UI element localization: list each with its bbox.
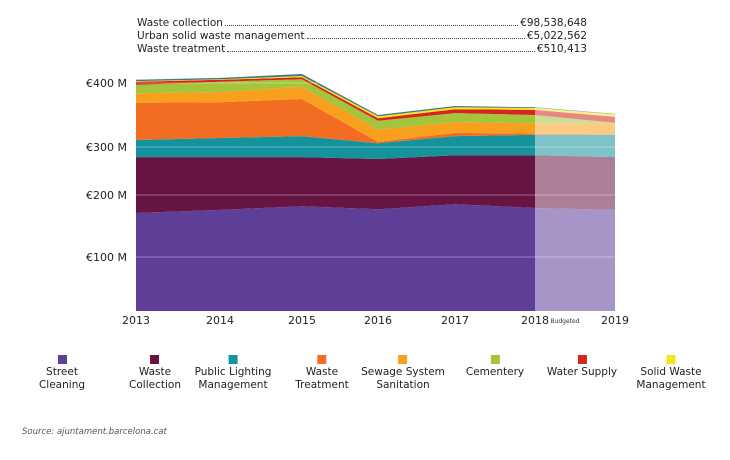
source-note: Source: ajuntament.barcelona.cat <box>22 427 167 437</box>
legend-label: Management <box>198 379 268 391</box>
legend-item: Waste Collection <box>129 355 181 392</box>
y-axis-ticks: €100 M €200 M €300 M €400 M <box>86 77 127 264</box>
x-tick-label: 2019 <box>601 314 629 327</box>
note-value: €5,022,562 <box>526 30 587 42</box>
legend-item: Street Cleaning <box>39 355 85 392</box>
legend-label: Treatment <box>295 379 349 391</box>
x-tick-label: 2013 <box>122 314 150 327</box>
note-label: Waste collection <box>137 17 223 29</box>
area-public-lighting-management <box>136 134 615 159</box>
note-leader-dots <box>227 50 535 52</box>
chart-legend: Street Cleaning Waste Collection Public Ligh… <box>0 355 730 405</box>
area-sewage-system-sanitation <box>136 86 615 142</box>
legend-label: Public Lighting <box>194 366 272 378</box>
area-waste-treatment <box>136 99 615 144</box>
y-tick-label: €200 M <box>86 189 127 202</box>
area-cementery <box>136 79 615 130</box>
legend-item: Public Lighting Management <box>194 355 272 392</box>
x-tick-label: 2016 <box>364 314 392 327</box>
legend-label: Water Supply <box>546 366 618 378</box>
stacked-area-chart: €100 M€200 M€300 M€400 M 2013 2014 2015 201… <box>86 60 629 327</box>
legend-label: Cleaning <box>38 379 86 391</box>
chart-areas <box>136 74 615 311</box>
x-tick-label: 2014 <box>206 314 234 327</box>
legend-swatch <box>228 355 238 364</box>
x-tick-label: 2017 <box>441 314 469 327</box>
x-tick-label: 2018 <box>521 314 549 327</box>
budgeted-label: Budgeted <box>550 318 579 325</box>
legend-label: Sanitation <box>376 379 430 391</box>
legend-label: Street <box>46 366 78 378</box>
legend-swatch <box>150 355 160 364</box>
legend-swatch <box>577 355 587 364</box>
area-waste-collection <box>136 155 615 213</box>
legend-item: Water Supply <box>547 355 617 379</box>
x-tick-label: 2015 <box>288 314 316 327</box>
legend-swatch <box>57 355 67 364</box>
legend-label: Solid Waste <box>640 366 702 378</box>
legend-swatch <box>666 355 676 364</box>
area-solid-waste-management <box>136 76 615 119</box>
legend-label: Sewage System <box>361 366 445 378</box>
legend-swatch <box>317 355 327 364</box>
budgeted-overlay <box>535 60 616 311</box>
legend-item: Sewage System Sanitation <box>361 355 445 392</box>
area-street-cleaning <box>136 204 615 311</box>
legend-item: Waste Treatment <box>295 355 349 392</box>
note-row: Urban solid waste management €5,022,562 <box>137 30 587 43</box>
note-value: €98,538,648 <box>520 17 587 29</box>
annotation-notes: Waste collection €98,538,648 Urban solid w… <box>137 17 587 56</box>
note-leader-dots <box>224 24 519 26</box>
note-row: Waste treatment €510,413 <box>137 43 587 56</box>
y-tick-label: €400 M <box>86 77 127 90</box>
legend-label: Waste <box>138 366 172 378</box>
legend-swatch <box>398 355 408 364</box>
legend-label: Cementery <box>465 366 525 378</box>
legend-label: Management <box>636 379 706 391</box>
legend-swatch <box>490 355 500 364</box>
legend-item: Cementery <box>466 355 524 379</box>
y-tick-label: €100 M <box>86 251 127 264</box>
y-tick-label: €300 M <box>86 141 127 154</box>
legend-label: Collection <box>129 379 181 391</box>
note-label: Urban solid waste management <box>137 30 305 42</box>
legend-label: Waste <box>305 366 339 378</box>
note-leader-dots <box>306 37 525 39</box>
area-water-supply <box>136 77 615 123</box>
note-row: Waste collection €98,538,648 <box>137 17 587 30</box>
x-axis-ticks: 2013 2014 2015 2016 2017 2018 2019 <box>122 314 629 327</box>
chart-gridlines <box>136 82 615 258</box>
note-value: €510,413 <box>536 43 587 55</box>
legend-item: Solid Waste Management <box>636 355 706 392</box>
note-label: Waste treatment <box>137 43 226 55</box>
